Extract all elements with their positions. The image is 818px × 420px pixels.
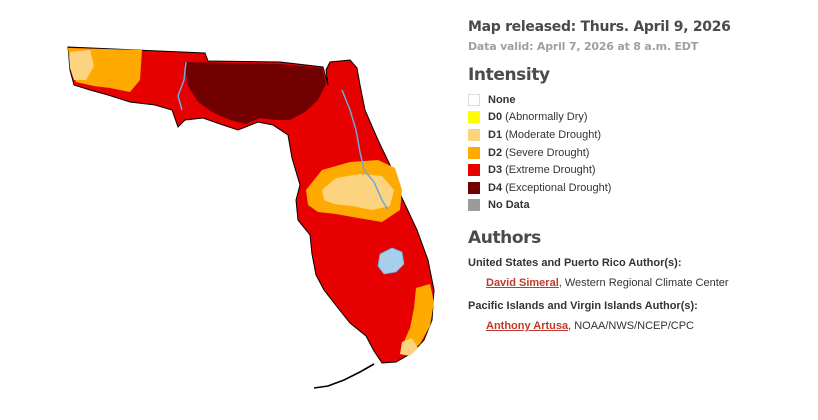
st-johns-river: [341, 89, 389, 211]
legend-swatch: [468, 128, 480, 141]
legend-description: (Exceptional Drought): [505, 181, 612, 194]
data-valid-date: Data valid: April 7, 2026 at 8 a.m. EDT: [468, 40, 699, 53]
legend-swatch: [468, 199, 480, 212]
legend-item: D2 (Severe Drought): [468, 144, 808, 162]
legend-item: None: [468, 91, 808, 109]
legend-item: D1 (Moderate Drought): [468, 126, 808, 144]
map-released-date: Map released: Thurs. April 9, 2026: [468, 19, 731, 35]
pi-vi-authors-title: Pacific Islands and Virgin Islands Autho…: [468, 300, 698, 313]
authors-heading: Authors: [468, 228, 541, 249]
legend-description: (Severe Drought): [505, 146, 590, 159]
author-affiliation: , Western Regional Climate Center: [558, 277, 729, 290]
lake-okeechobee: [377, 247, 405, 275]
apalachicola-river: [177, 61, 187, 111]
legend-item: D3 (Extreme Drought): [468, 161, 808, 179]
legend-code: D4: [488, 181, 503, 194]
info-panel: Map released: Thurs. April 9, 2026 Data …: [468, 17, 808, 334]
legend-swatch: [468, 181, 480, 194]
region-d2-southeast: [402, 284, 434, 352]
legend-item: D0 (Abnormally Dry): [468, 109, 808, 127]
legend-code: D3: [488, 164, 503, 177]
intensity-heading: Intensity: [468, 65, 550, 85]
legend-code: D0: [488, 111, 503, 124]
region-d1-west-panhandle: [70, 50, 94, 80]
author-affiliation: , NOAA/NWS/NCEP/CPC: [568, 320, 694, 333]
legend-description: (Extreme Drought): [505, 164, 596, 177]
us-pr-authors-title: United States and Puerto Rico Author(s):: [468, 257, 682, 270]
legend-code: D1: [488, 128, 503, 141]
intensity-legend: None D0 (Abnormally Dry) D1 (Moderate Drough…: [468, 91, 808, 214]
author-link-anthony-artusa[interactable]: Anthony Artusa: [486, 320, 569, 333]
region-d4-big-bend: [184, 62, 326, 124]
legend-code: No Data: [488, 199, 530, 212]
drought-map: [60, 40, 450, 400]
legend-swatch: [468, 93, 480, 106]
legend-item: No Data: [468, 197, 808, 215]
florida-state-d3: [67, 46, 435, 364]
legend-swatch: [468, 111, 480, 124]
legend-code: D2: [488, 146, 503, 159]
legend-code: None: [488, 93, 516, 106]
florida-keys: [313, 363, 375, 389]
florida-drought-map-svg: [67, 46, 435, 389]
legend-item: D4 (Exceptional Drought): [468, 179, 808, 197]
legend-description: (Moderate Drought): [505, 128, 602, 141]
legend-swatch: [468, 146, 480, 159]
region-d1-southeast: [400, 338, 418, 356]
us-pr-author-line: David Simeral, Western Regional Climate …: [486, 276, 808, 291]
author-link-david-simeral[interactable]: David Simeral: [486, 277, 559, 290]
legend-swatch: [468, 164, 480, 177]
pi-vi-author-line: Anthony Artusa, NOAA/NWS/NCEP/CPC: [486, 319, 808, 334]
region-d1-central: [322, 174, 394, 210]
legend-description: (Abnormally Dry): [505, 111, 588, 124]
